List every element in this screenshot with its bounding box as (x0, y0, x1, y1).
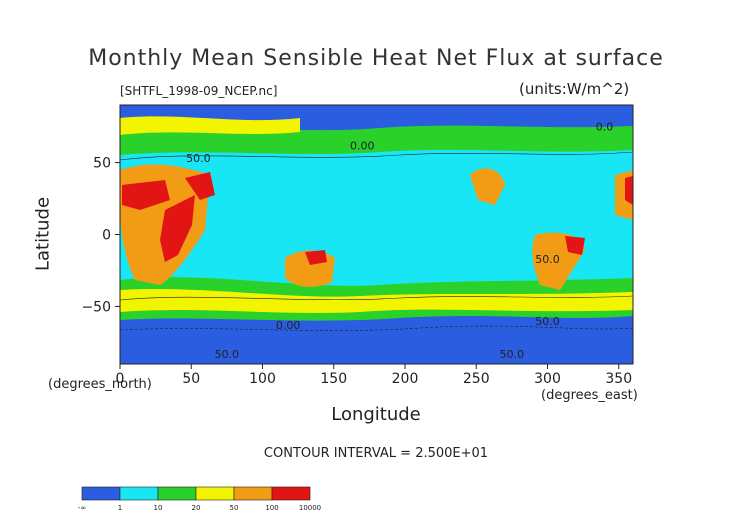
x-axis: 0 50 100 150 200 250 300 350 (116, 364, 632, 387)
contour-label: 50.0 (500, 348, 525, 361)
legend-label: -∞ (78, 504, 86, 512)
legend-swatch (195, 486, 235, 501)
legend-swatch (157, 486, 197, 501)
y-tick-label: 0 (102, 228, 111, 244)
y-units-label: (degrees_east) (541, 388, 638, 403)
field-samerica-red (565, 236, 585, 255)
contour-line (120, 295, 633, 301)
units-label: (units:W/m^2) (519, 80, 630, 98)
legend-swatch (271, 486, 311, 501)
field-yellow-north (120, 116, 300, 135)
contour-label: 50.0 (535, 315, 560, 328)
field-yellow-south (120, 288, 633, 313)
legend-label: 20 (192, 504, 201, 512)
field-east-edge-red (625, 176, 633, 205)
y-axis: −50 0 50 (81, 156, 120, 315)
x-tick-label: 350 (605, 371, 632, 387)
y-axis-title: Latitude (32, 196, 54, 272)
flux-field (120, 105, 633, 364)
field-namerica (470, 168, 505, 205)
field-antarctic (120, 316, 633, 364)
contour-label: 50.0 (535, 253, 560, 266)
color-legend: -∞ 1 10 20 50 100 10000 (78, 486, 321, 512)
x-tick-label: 150 (320, 371, 347, 387)
contour-label: 0.00 (350, 139, 375, 152)
field-cyan-band (120, 145, 633, 309)
x-tick-label: 50 (182, 371, 200, 387)
legend-label: 10000 (299, 504, 321, 512)
x-tick-label: 200 (392, 371, 419, 387)
contour-line (120, 325, 633, 331)
x-tick-label: 250 (463, 371, 490, 387)
contour-line (120, 151, 633, 161)
contour-label: 0.0 (596, 121, 614, 134)
chart-title: Monthly Mean Sensible Heat Net Flux at s… (88, 46, 664, 71)
x-tick-label: 0 (116, 371, 125, 387)
field-arabia-red (185, 172, 215, 200)
y-tick-label: 50 (93, 156, 111, 172)
legend-swatch (233, 486, 273, 501)
contour-label: 50.0 (215, 348, 240, 361)
x-tick-label: 300 (534, 371, 561, 387)
legend-swatch (119, 486, 159, 501)
legend-label: 50 (230, 504, 239, 512)
contour-label: 50.0 (186, 152, 211, 165)
legend-label: 100 (265, 504, 278, 512)
x-tick-label: 100 (249, 371, 276, 387)
legend-label: 10 (154, 504, 163, 512)
x-axis-title: Longitude (331, 404, 421, 425)
field-africa-red (160, 195, 195, 262)
y-tick-label: −50 (81, 299, 111, 315)
contour-label: 0.00 (276, 319, 301, 332)
contour-labels: 50.0 0.0 0.00 0.00 50.0 50.0 50.0 50.0 (186, 121, 613, 361)
field-west-red (122, 180, 170, 210)
contour-interval-label: CONTOUR INTERVAL = 2.500E+01 (263, 446, 489, 461)
x-units-label: (degrees_north) (48, 377, 152, 392)
field-australia-red (305, 250, 327, 265)
legend-label: 1 (118, 504, 122, 512)
legend-swatch (81, 486, 121, 501)
file-label: [SHTFL_1998-09_NCEP.nc] (120, 84, 278, 98)
